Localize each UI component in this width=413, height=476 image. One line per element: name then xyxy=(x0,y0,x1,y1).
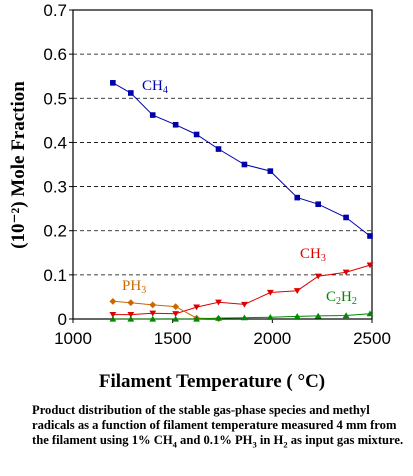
data-point-C2H2-10 xyxy=(342,312,350,319)
data-point-C2H2-3 xyxy=(172,315,180,322)
figure-caption: Product distribution of the stable gas-p… xyxy=(32,403,410,453)
data-point-CH4-9 xyxy=(315,201,321,208)
data-point-CH3-5 xyxy=(215,299,222,306)
data-point-CH3-6 xyxy=(241,301,248,308)
data-point-C2H2-7 xyxy=(266,314,274,320)
data-point-CH4-5 xyxy=(215,146,222,152)
series-labels: CH4 CH3 PH3 C2H2 xyxy=(122,78,357,307)
data-point-CH4-8 xyxy=(294,194,301,201)
data-point-CH3-11 xyxy=(366,262,374,269)
caption-sub-2: 3 xyxy=(252,439,257,450)
data-point-C2H2-2 xyxy=(149,315,157,322)
caption-text-4: as input gas mixture. xyxy=(287,433,404,447)
data-point-CH3-3 xyxy=(172,311,180,317)
gridlines xyxy=(73,53,372,276)
data-point-CH4-10 xyxy=(343,214,349,221)
y-axis-ticks: 0 0.1 0.2 0.3 0.4 0.5 0.6 0.7 xyxy=(43,1,73,329)
x-tick-label-2: 2000 xyxy=(253,329,291,348)
data-point-CH3-2 xyxy=(149,310,157,317)
data-point-C2H2-1 xyxy=(127,315,135,322)
data-point-CH3-8 xyxy=(293,288,301,294)
data-point-CH3-1 xyxy=(127,311,135,318)
y-tick-label-6: 0.6 xyxy=(43,45,67,64)
x-axis-title: Filament Temperature ( °C) xyxy=(99,371,325,392)
series-line-CH3 xyxy=(112,264,371,316)
data-point-CH3-4 xyxy=(193,304,200,311)
data-point-CH4-11 xyxy=(367,233,373,239)
data-point-CH4-4 xyxy=(193,131,200,138)
data-point-CH4-3 xyxy=(172,121,179,128)
x-tick-label-3: 2500 xyxy=(353,329,391,348)
y-tick-label-0: 0 xyxy=(58,310,67,329)
data-point-CH4-1 xyxy=(128,90,134,96)
y-tick-label-5: 0.5 xyxy=(43,89,67,108)
y-tick-label-7: 0.7 xyxy=(43,1,67,20)
data-point-CH4-6 xyxy=(241,161,248,168)
series-line-CH4 xyxy=(112,82,371,237)
series-label-CH4: CH4 xyxy=(142,78,168,96)
data-point-PH3-3 xyxy=(172,303,180,311)
data-point-CH3-7 xyxy=(266,289,274,296)
data-point-C2H2-0 xyxy=(109,315,117,322)
data-point-PH3-2 xyxy=(149,301,157,309)
data-point-C2H2-6 xyxy=(241,314,248,321)
plot-area-frame xyxy=(72,9,373,320)
series-CH4 xyxy=(110,80,373,239)
series-label-PH3: PH3 xyxy=(122,278,146,296)
y-tick-label-3: 0.3 xyxy=(43,178,67,197)
x-tick-label-1: 1500 xyxy=(154,329,192,348)
series-CH3 xyxy=(109,262,374,318)
series-line-C2H2 xyxy=(112,313,371,320)
x-axis-ticks: 1000 1500 2000 2500 xyxy=(54,319,391,348)
caption-sub-3: 2 xyxy=(283,439,288,450)
series-layer xyxy=(109,80,374,322)
data-point-C2H2-5 xyxy=(215,314,222,321)
data-point-PH3-0 xyxy=(109,297,117,305)
caption-sub-1: 4 xyxy=(172,439,177,450)
data-point-C2H2-4 xyxy=(193,315,200,322)
x-tick-label-0: 1000 xyxy=(54,329,92,348)
y-tick-label-1: 0.1 xyxy=(43,266,67,285)
data-point-CH3-0 xyxy=(109,311,117,318)
series-C2H2 xyxy=(109,310,374,322)
data-point-CH3-10 xyxy=(342,269,350,276)
data-point-CH4-7 xyxy=(267,168,274,174)
mole-fraction-chart: 00.10.20.30.40.50.60.7 1000 1500 2000 2500 … xyxy=(8,1,391,392)
data-point-CH4-0 xyxy=(110,80,116,86)
caption-text-1: Product distribution of the stable gas-p… xyxy=(32,403,397,447)
data-point-CH4-2 xyxy=(149,112,156,118)
caption-text-2: and 0.1% PH xyxy=(176,433,253,447)
caption-text-3: in H xyxy=(256,433,284,447)
data-point-PH3-1 xyxy=(127,299,135,307)
series-label-C2H2: C2H2 xyxy=(326,289,357,307)
y-tick-label-2: 0.2 xyxy=(43,222,67,241)
data-point-C2H2-8 xyxy=(293,313,301,319)
data-point-C2H2-11 xyxy=(366,310,374,317)
series-label-CH3: CH3 xyxy=(300,246,326,264)
y-axis-title: (10⁻²) Mole Fraction xyxy=(8,81,29,249)
data-point-C2H2-9 xyxy=(314,312,322,319)
y-tick-label-4: 0.4 xyxy=(43,133,67,152)
data-point-CH3-9 xyxy=(314,273,322,280)
